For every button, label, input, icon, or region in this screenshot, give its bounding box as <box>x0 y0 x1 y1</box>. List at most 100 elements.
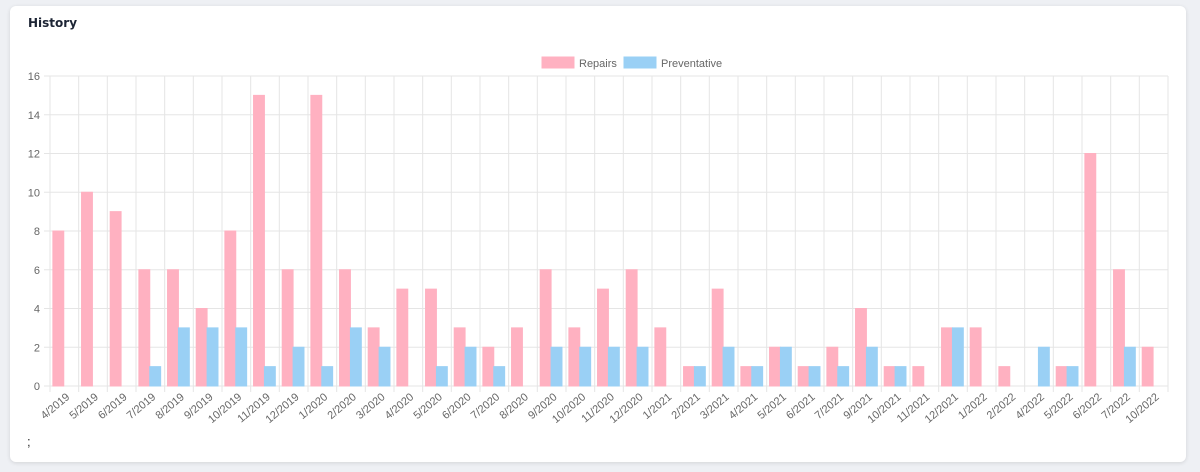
preventative-bar[interactable] <box>1066 366 1079 387</box>
x-tick-label: 2/2022 <box>985 391 1018 422</box>
y-tick-label: 6 <box>34 265 40 277</box>
repairs-bar[interactable] <box>625 269 638 387</box>
x-tick-label: 1/2022 <box>956 391 989 422</box>
repairs-bar[interactable] <box>339 269 351 387</box>
repairs-bar[interactable] <box>539 269 552 387</box>
repairs-bar[interactable] <box>797 366 810 387</box>
legend-swatch <box>623 56 657 69</box>
preventative-bar[interactable] <box>779 346 792 387</box>
preventative-bar[interactable] <box>493 366 506 387</box>
x-tick-label: 4/2019 <box>39 391 72 422</box>
repairs-bar[interactable] <box>597 288 609 387</box>
preventative-bar[interactable] <box>235 327 248 387</box>
footer-text: ; <box>27 434 31 449</box>
preventative-bar[interactable] <box>206 327 219 387</box>
preventative-bar[interactable] <box>722 346 735 387</box>
repairs-bar[interactable] <box>740 366 753 387</box>
repairs-bar[interactable] <box>310 94 323 387</box>
x-tick-label: 7/2019 <box>125 391 158 422</box>
y-tick-label: 14 <box>28 110 40 122</box>
repairs-bar[interactable] <box>883 366 896 387</box>
x-tick-label: 4/2021 <box>727 391 760 422</box>
preventative-bar[interactable] <box>1123 346 1136 387</box>
preventative-bar[interactable] <box>607 346 620 387</box>
x-tick-label: 1/2021 <box>641 391 674 422</box>
repairs-bar[interactable] <box>769 346 781 387</box>
repairs-bar[interactable] <box>1055 366 1068 387</box>
history-card: History 0 2 4 6 8 10 12 14 16 4/2019 5/2019 6/2019 7… <box>10 6 1186 462</box>
repairs-bar[interactable] <box>855 308 867 387</box>
preventative-bar[interactable] <box>177 327 190 387</box>
repairs-bar[interactable] <box>511 327 523 387</box>
preventative-bar[interactable] <box>808 366 821 387</box>
repairs-bar[interactable] <box>1113 269 1125 387</box>
card-title: History <box>28 16 78 30</box>
preventative-bar[interactable] <box>865 346 878 387</box>
preventative-bar[interactable] <box>951 327 964 387</box>
repairs-bar[interactable] <box>711 288 724 387</box>
preventative-bar[interactable] <box>321 366 334 387</box>
preventative-bar[interactable] <box>378 346 391 387</box>
preventative-bar[interactable] <box>693 366 706 387</box>
x-tick-label: 5/2020 <box>411 391 444 422</box>
repairs-bar[interactable] <box>425 288 437 387</box>
preventative-bar[interactable] <box>550 346 563 387</box>
x-tick-label: 3/2020 <box>354 391 387 422</box>
preventative-bar[interactable] <box>751 366 764 387</box>
preventative-bar[interactable] <box>636 346 649 387</box>
y-tick-label: 4 <box>34 304 40 316</box>
x-tick-label: 5/2019 <box>67 391 100 422</box>
x-tick-label: 5/2021 <box>755 391 788 422</box>
preventative-bar[interactable] <box>579 346 592 387</box>
repairs-bar[interactable] <box>482 346 495 387</box>
y-tick-label: 12 <box>28 149 40 161</box>
x-tick-label: 7/2020 <box>469 391 502 422</box>
preventative-bar[interactable] <box>263 366 276 387</box>
x-tick-label: 2/2020 <box>325 391 358 422</box>
repairs-bar[interactable] <box>654 327 667 387</box>
preventative-bar[interactable] <box>435 366 448 387</box>
repairs-bar[interactable] <box>1084 153 1097 387</box>
repairs-bar[interactable] <box>969 327 982 387</box>
preventative-bar[interactable] <box>292 346 305 387</box>
legend-label[interactable]: Repairs <box>579 58 617 70</box>
repairs-bar[interactable] <box>167 269 179 387</box>
repairs-bar[interactable] <box>81 191 93 387</box>
repairs-bar[interactable] <box>453 327 466 387</box>
y-tick-label: 16 <box>28 71 40 83</box>
repairs-bar[interactable] <box>912 366 925 387</box>
preventative-bar[interactable] <box>837 366 850 387</box>
y-tick-label: 2 <box>34 342 40 354</box>
legend-swatch <box>541 56 575 69</box>
repairs-bar[interactable] <box>138 269 151 387</box>
repairs-bar[interactable] <box>568 327 581 387</box>
repairs-bar[interactable] <box>224 230 237 387</box>
preventative-bar[interactable] <box>464 346 477 387</box>
x-tick-label: 6/2021 <box>784 391 817 422</box>
preventative-bar[interactable] <box>894 366 907 387</box>
repairs-bar[interactable] <box>52 230 65 387</box>
preventative-bar[interactable] <box>149 366 162 387</box>
repairs-bar[interactable] <box>941 327 953 387</box>
repairs-bar[interactable] <box>998 366 1011 387</box>
repairs-bar[interactable] <box>281 269 294 387</box>
repairs-bar[interactable] <box>683 366 695 387</box>
repairs-bar[interactable] <box>396 288 409 387</box>
x-tick-label: 6/2020 <box>440 391 473 422</box>
repairs-bar[interactable] <box>195 308 208 387</box>
repairs-bar[interactable] <box>1141 346 1154 387</box>
x-tick-label: 6/2022 <box>1071 391 1104 422</box>
x-tick-label: 8/2020 <box>497 391 530 422</box>
x-tick-label: 5/2022 <box>1042 391 1075 422</box>
repairs-bar[interactable] <box>826 346 839 387</box>
preventative-bar[interactable] <box>1037 346 1050 387</box>
repairs-bar[interactable] <box>109 211 122 387</box>
x-tick-label: 1/2020 <box>297 391 330 422</box>
x-tick-label: 4/2022 <box>1013 391 1046 422</box>
preventative-bar[interactable] <box>349 327 362 387</box>
x-tick-label: 3/2021 <box>698 391 731 422</box>
repairs-bar[interactable] <box>367 327 380 387</box>
x-tick-label: 4/2020 <box>383 391 416 422</box>
repairs-bar[interactable] <box>253 94 265 387</box>
legend-label[interactable]: Preventative <box>661 58 722 70</box>
